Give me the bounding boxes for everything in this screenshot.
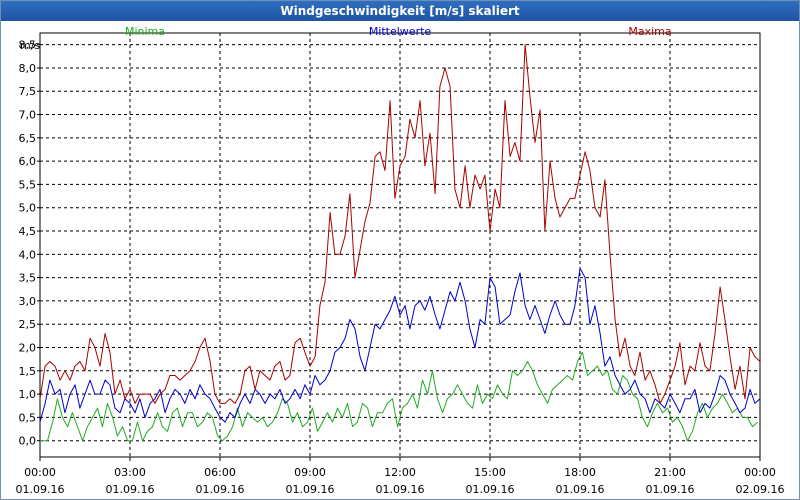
y-tick-label: 8,0 xyxy=(19,62,37,75)
x-tick-date: 02.09.16 xyxy=(736,483,785,496)
series-line-maxima xyxy=(39,44,761,404)
legend-minima: Minima xyxy=(125,25,165,38)
y-tick-label: 6,5 xyxy=(19,132,37,145)
y-axis-unit-label: m/s xyxy=(20,39,40,52)
x-tick-time: 09:00 xyxy=(294,466,326,479)
y-tick-label: 1,5 xyxy=(19,365,37,378)
y-tick-label: 2,5 xyxy=(19,318,37,331)
x-tick-date: 01.09.16 xyxy=(106,483,155,496)
window-title: Windgeschwindigkeit [m/s] skaliert xyxy=(1,1,799,21)
y-tick-label: 5,5 xyxy=(19,178,37,191)
y-tick-label: 3,0 xyxy=(19,295,37,308)
legend-mittelwerte: Mittelwerte xyxy=(369,25,432,38)
y-tick-label: 3,5 xyxy=(19,272,37,285)
y-tick-label: 8,5 xyxy=(19,39,37,52)
y-tick-label: 4,5 xyxy=(19,225,37,238)
x-tick-time: 00:00 xyxy=(744,466,776,479)
y-tick-label: 4,0 xyxy=(19,248,37,261)
x-tick-time: 18:00 xyxy=(564,466,596,479)
x-tick-date: 01.09.16 xyxy=(646,483,695,496)
y-tick-label: 6,0 xyxy=(19,155,37,168)
y-tick-label: 5,0 xyxy=(19,202,37,215)
y-tick-label: 0,5 xyxy=(19,411,37,424)
y-tick-label: 0,0 xyxy=(19,435,37,448)
x-tick-time: 21:00 xyxy=(654,466,686,479)
legend-maxima: Maxima xyxy=(628,25,671,38)
y-tick-label: 7,0 xyxy=(19,109,37,122)
y-tick-label: 1,0 xyxy=(19,388,37,401)
series-lines xyxy=(39,44,761,442)
x-tick-date: 01.09.16 xyxy=(196,483,245,496)
x-axis-ticks: 00:00 01.09.16 03:00 01.09.16 06:00 01.09.16 0… xyxy=(16,457,785,496)
series-line-mittelwerte xyxy=(39,267,761,423)
y-tick-label: 2,0 xyxy=(19,342,37,355)
x-tick-date: 01.09.16 xyxy=(16,483,65,496)
y-tick-label: 7,5 xyxy=(19,85,37,98)
x-tick-date: 01.09.16 xyxy=(376,483,425,496)
chart-svg: 0,0 0,5 1,0 1,5 2,0 2,5 3,0 3,5 4,0 4,5 5,0 5,5 6,0 6… xyxy=(16,25,785,496)
x-tick-time: 15:00 xyxy=(474,466,506,479)
series-line-minima xyxy=(40,351,758,442)
x-tick-time: 06:00 xyxy=(204,466,236,479)
y-axis-ticks: 0,0 0,5 1,0 1,5 2,0 2,5 3,0 3,5 4,0 4,5 5,0 5,5 6,0 6… xyxy=(19,39,40,448)
x-tick-date: 01.09.16 xyxy=(466,483,515,496)
x-tick-date: 01.09.16 xyxy=(286,483,335,496)
x-tick-time: 00:00 xyxy=(24,466,56,479)
x-tick-time: 03:00 xyxy=(114,466,146,479)
x-tick-date: 01.09.16 xyxy=(556,483,605,496)
x-tick-time: 12:00 xyxy=(384,466,416,479)
